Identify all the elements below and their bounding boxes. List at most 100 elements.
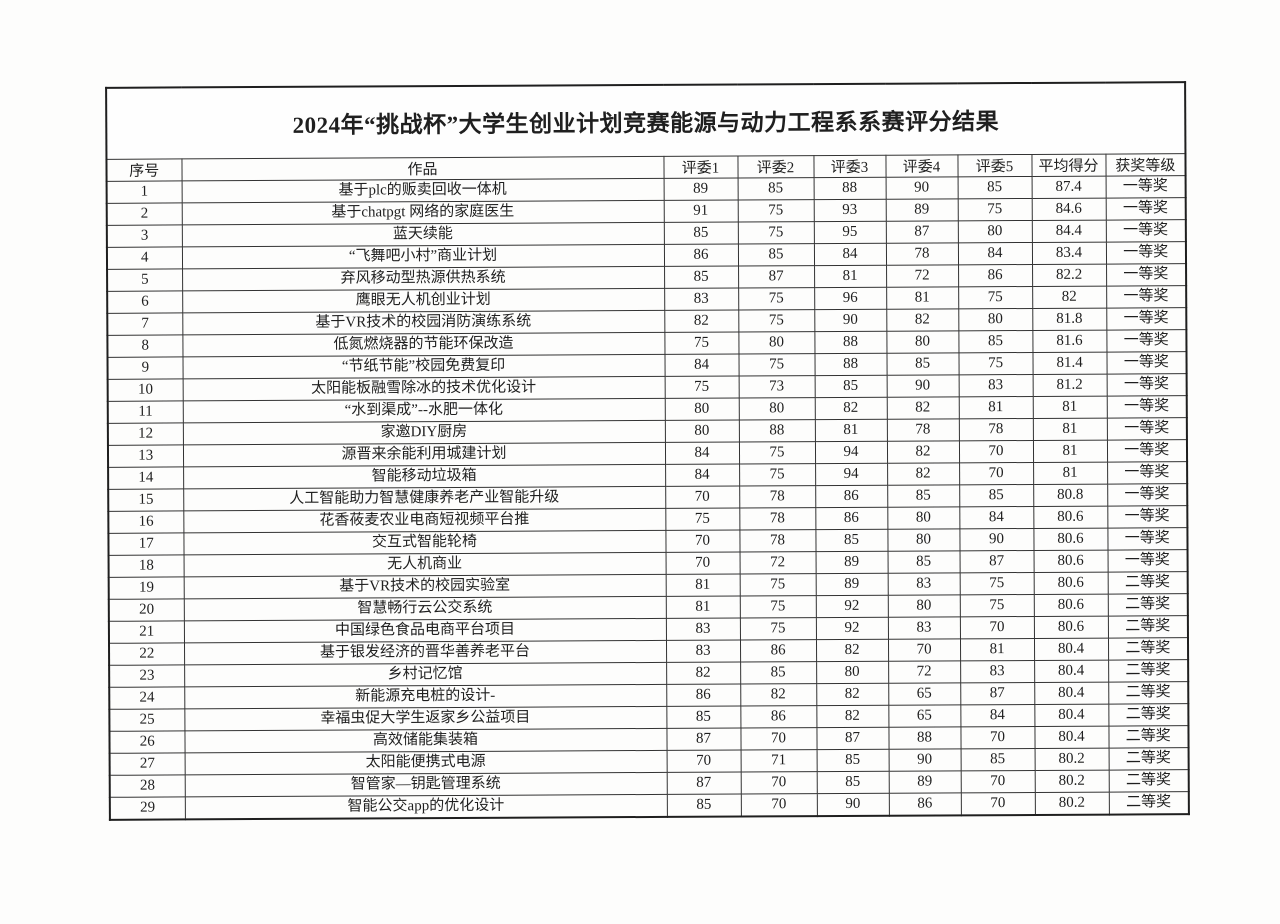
average-score-cell: 82 (1032, 286, 1107, 309)
judge1-score-cell: 75 (665, 508, 740, 531)
judge1-score-cell: 85 (663, 222, 738, 245)
serial-cell: 10 (107, 378, 183, 402)
judge4-score-cell: 65 (888, 682, 961, 706)
judge4-score-cell: 83 (887, 572, 960, 596)
award-level-cell: 二等奖 (1107, 637, 1189, 661)
serial-cell: 2 (106, 202, 182, 226)
judge3-score-cell: 82 (815, 639, 889, 662)
award-level-cell: 一等奖 (1107, 549, 1188, 573)
judge2-score-cell: 88 (738, 419, 815, 443)
average-score-cell: 83.4 (1031, 242, 1107, 265)
judge2-score-cell: 70 (740, 793, 817, 817)
judge1-score-cell: 82 (666, 662, 741, 685)
judge1-score-cell: 84 (664, 442, 740, 465)
project-name-cell: 源晋来余能利用城建计划 (182, 442, 666, 467)
judge1-score-cell: 70 (665, 486, 740, 509)
average-score-cell: 81 (1032, 418, 1107, 441)
judge5-score-cell: 78 (958, 418, 1033, 441)
award-level-cell: 二等奖 (1108, 769, 1189, 793)
judge4-score-cell: 80 (886, 330, 959, 354)
judge1-score-cell: 91 (663, 200, 738, 223)
judge3-score-cell: 87 (816, 727, 889, 750)
judge5-score-cell: 70 (960, 726, 1035, 749)
serial-cell: 18 (108, 554, 184, 578)
judge4-score-cell: 89 (888, 770, 961, 794)
average-score-cell: 84.4 (1031, 220, 1106, 243)
judge3-score-cell: 85 (816, 771, 889, 794)
award-level-cell: 一等奖 (1106, 307, 1187, 331)
average-header: 平均得分 (1031, 154, 1106, 177)
judge5-header: 评委5 (957, 154, 1032, 177)
table-row: 29 智能公交app的优化设计 85 70 90 86 70 80.2 二等奖 (109, 791, 1190, 820)
average-score-cell: 82.2 (1032, 264, 1107, 287)
average-score-cell: 81.4 (1032, 352, 1107, 375)
award-level-cell: 二等奖 (1108, 681, 1189, 705)
project-name-cell: 基于VR技术的校园实验室 (183, 574, 666, 599)
project-name-cell: 弃风移动型热源供热系统 (182, 266, 665, 291)
judge4-score-cell: 82 (886, 396, 959, 420)
judge1-score-cell: 83 (664, 288, 739, 311)
judge2-score-cell: 75 (738, 287, 815, 311)
judge3-header: 评委3 (813, 155, 886, 178)
judge2-score-cell: 75 (738, 353, 815, 377)
project-name-cell: 基于VR技术的校园消防演练系统 (182, 310, 665, 335)
judge1-score-cell: 87 (666, 728, 741, 751)
judge4-score-cell: 85 (887, 550, 960, 574)
judge2-score-cell: 87 (738, 265, 815, 289)
judge1-score-cell: 85 (664, 266, 739, 289)
project-name-cell: 中国绿色食品电商平台项目 (183, 618, 666, 643)
project-name-cell: 人工智能助力智慧健康养老产业智能升级 (183, 486, 666, 511)
judge1-score-cell: 75 (664, 332, 739, 355)
serial-cell: 20 (108, 598, 184, 622)
judge3-score-cell: 89 (815, 551, 888, 574)
judge2-score-cell: 78 (739, 485, 816, 509)
judge4-score-cell: 82 (886, 308, 959, 332)
judge2-score-cell: 80 (738, 397, 815, 421)
judge5-score-cell: 86 (958, 264, 1033, 287)
judge3-score-cell: 82 (814, 397, 887, 420)
judge3-score-cell: 81 (814, 419, 887, 442)
serial-cell: 24 (109, 686, 185, 710)
average-score-cell: 84.6 (1031, 198, 1106, 221)
serial-cell: 17 (108, 532, 184, 556)
score-table-body: 1 基于plc的贩卖回收一体机 89 85 88 90 85 87.4 一等奖 2 基于chatpg… (106, 175, 1190, 820)
serial-cell: 22 (108, 642, 185, 666)
serial-cell: 23 (109, 664, 185, 688)
award-level-cell: 二等奖 (1107, 593, 1188, 617)
judge2-score-cell: 75 (737, 221, 814, 245)
judge1-score-cell: 89 (663, 178, 738, 201)
serial-cell: 12 (107, 422, 183, 446)
judge2-score-cell: 85 (737, 177, 814, 201)
judge5-score-cell: 80 (958, 308, 1033, 331)
judge3-score-cell: 94 (815, 463, 888, 486)
average-score-cell: 80.2 (1034, 748, 1109, 771)
judge2-score-cell: 80 (738, 331, 815, 355)
serial-cell: 14 (108, 466, 184, 490)
award-level-cell: 一等奖 (1106, 263, 1187, 287)
judge5-score-cell: 75 (957, 198, 1032, 221)
judge2-score-cell: 85 (740, 661, 817, 685)
average-score-cell: 80.6 (1033, 506, 1108, 529)
award-level-cell: 一等奖 (1106, 351, 1187, 375)
judge5-score-cell: 75 (958, 286, 1033, 309)
project-name-cell: “节纸节能”校园免费复印 (182, 354, 665, 379)
judge5-score-cell: 83 (958, 374, 1033, 397)
judge3-score-cell: 92 (815, 595, 888, 618)
judge5-score-cell: 90 (959, 528, 1034, 551)
judge3-score-cell: 88 (813, 177, 886, 200)
judge4-score-cell: 90 (888, 748, 961, 772)
award-level-cell: 二等奖 (1107, 571, 1188, 595)
judge1-score-cell: 70 (666, 750, 741, 773)
project-name-cell: 基于plc的贩卖回收一体机 (181, 178, 664, 203)
judge2-score-cell: 86 (740, 705, 817, 729)
judge5-score-cell: 75 (958, 352, 1033, 375)
judge5-score-cell: 84 (959, 506, 1034, 529)
project-name-cell: “飞舞吧小村”商业计划 (181, 244, 665, 269)
project-name-cell: 太阳能板融雪除冰的技术优化设计 (182, 376, 665, 401)
judge3-score-cell: 88 (814, 331, 887, 354)
award-level-cell: 二等奖 (1108, 725, 1189, 749)
judge4-score-cell: 80 (887, 506, 960, 530)
average-score-cell: 80.4 (1034, 682, 1109, 705)
judge1-score-cell: 86 (666, 684, 741, 707)
project-name-cell: 智能移动垃圾箱 (183, 464, 666, 489)
